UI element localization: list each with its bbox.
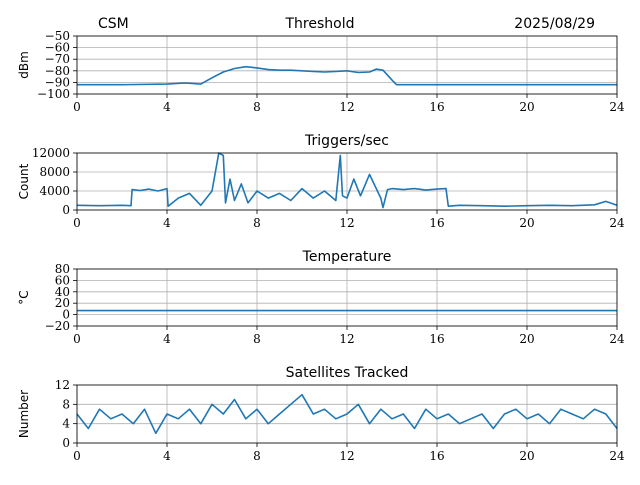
x-tick-label-0: 0 [73,100,81,114]
y-tick-label-3: 12000 [32,146,70,160]
x-tick-label-4: 16 [429,449,444,463]
y-tick-label-5: 80 [55,262,70,276]
header-right-date: 2025/08/29 [514,16,595,32]
x-tick-label-1: 4 [163,332,171,346]
y-tick-label-3: −70 [45,52,70,66]
chart-panel-2: 0 4 8 12 16 20 24 0 4000 8000 12000 Triggers/sec Cou… [17,133,625,230]
y-tick-label-3: 12 [55,378,70,392]
x-tick-label-5: 20 [519,449,534,463]
y-axis-label: °C [17,290,31,304]
y-tick-label-1: 4000 [39,184,70,198]
x-tick-label-2: 8 [253,216,261,230]
x-tick-label-1: 4 [163,216,171,230]
chart-panels: 0 4 8 12 16 20 24 −100−90−80−70−60−50 dBm 0 4 8 12 16… [17,29,625,463]
y-tick-label-2: 8000 [39,165,70,179]
panel-title: Satellites Tracked [286,365,409,381]
series-line-1 [77,65,617,86]
y-tick-label-1: 0 [62,308,70,322]
y-tick-label-4: 60 [55,273,70,287]
panel-title: Triggers/sec [304,133,389,149]
panel-title: Temperature [302,249,392,265]
y-tick-label-1: 4 [62,417,70,431]
y-tick-label-0: 0 [62,436,70,450]
x-tick-label-6: 24 [609,332,625,346]
x-tick-label-3: 12 [339,332,354,346]
x-tick-label-5: 20 [519,216,534,230]
x-tick-label-2: 8 [253,449,261,463]
x-tick-label-0: 0 [73,332,81,346]
y-tick-label-2: −80 [45,64,70,78]
x-tick-label-4: 16 [429,332,444,346]
x-tick-label-6: 24 [609,449,625,463]
y-tick-label-5: −50 [45,29,70,43]
header-left-label: CSM [98,16,129,32]
x-tick-label-1: 4 [163,449,171,463]
x-tick-label-2: 8 [253,100,261,114]
y-tick-label-0: −20 [45,319,70,333]
y-tick-label-3: 40 [55,285,70,299]
series-line-1 [76,393,618,435]
header-center-title: Threshold [285,16,355,32]
x-tick-label-6: 24 [609,216,625,230]
x-tick-label-3: 12 [339,216,354,230]
x-tick-label-2: 8 [253,332,261,346]
x-tick-label-6: 24 [609,100,625,114]
chart-panel-1: 0 4 8 12 16 20 24 −100−90−80−70−60−50 dBm [17,29,625,114]
x-tick-label-4: 16 [429,100,444,114]
y-tick-label-1: −90 [45,75,70,89]
y-axis-label: Count [17,163,31,199]
series-line-1 [76,152,618,209]
x-tick-label-5: 20 [519,100,534,114]
y-axis-label: Number [17,390,31,438]
x-tick-label-5: 20 [519,332,534,346]
y-tick-label-0: −100 [37,87,70,101]
y-tick-label-4: −60 [45,41,70,55]
y-tick-label-2: 20 [55,296,70,310]
y-tick-label-0: 0 [62,203,70,217]
y-axis-label: dBm [17,51,31,79]
x-tick-label-0: 0 [73,216,81,230]
y-tick-label-2: 8 [62,397,70,411]
x-tick-label-3: 12 [339,100,354,114]
x-tick-label-3: 12 [339,449,354,463]
chart-panel-4: 0 4 8 12 16 20 24 0 4 8 12 Satellites Tracked Number [17,365,625,463]
x-tick-label-0: 0 [73,449,81,463]
x-tick-label-1: 4 [163,100,171,114]
x-tick-label-4: 16 [429,216,444,230]
